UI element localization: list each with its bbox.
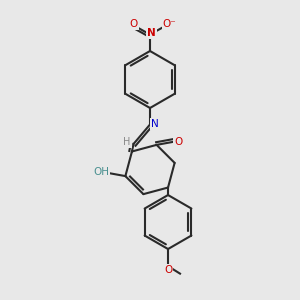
Text: OH: OH <box>93 167 110 177</box>
Text: O: O <box>129 19 138 29</box>
Text: N: N <box>151 119 158 129</box>
Text: O: O <box>164 265 172 275</box>
Text: O: O <box>174 137 183 147</box>
Text: H: H <box>123 136 130 147</box>
Text: O⁻: O⁻ <box>163 19 176 29</box>
Text: N: N <box>147 28 156 38</box>
